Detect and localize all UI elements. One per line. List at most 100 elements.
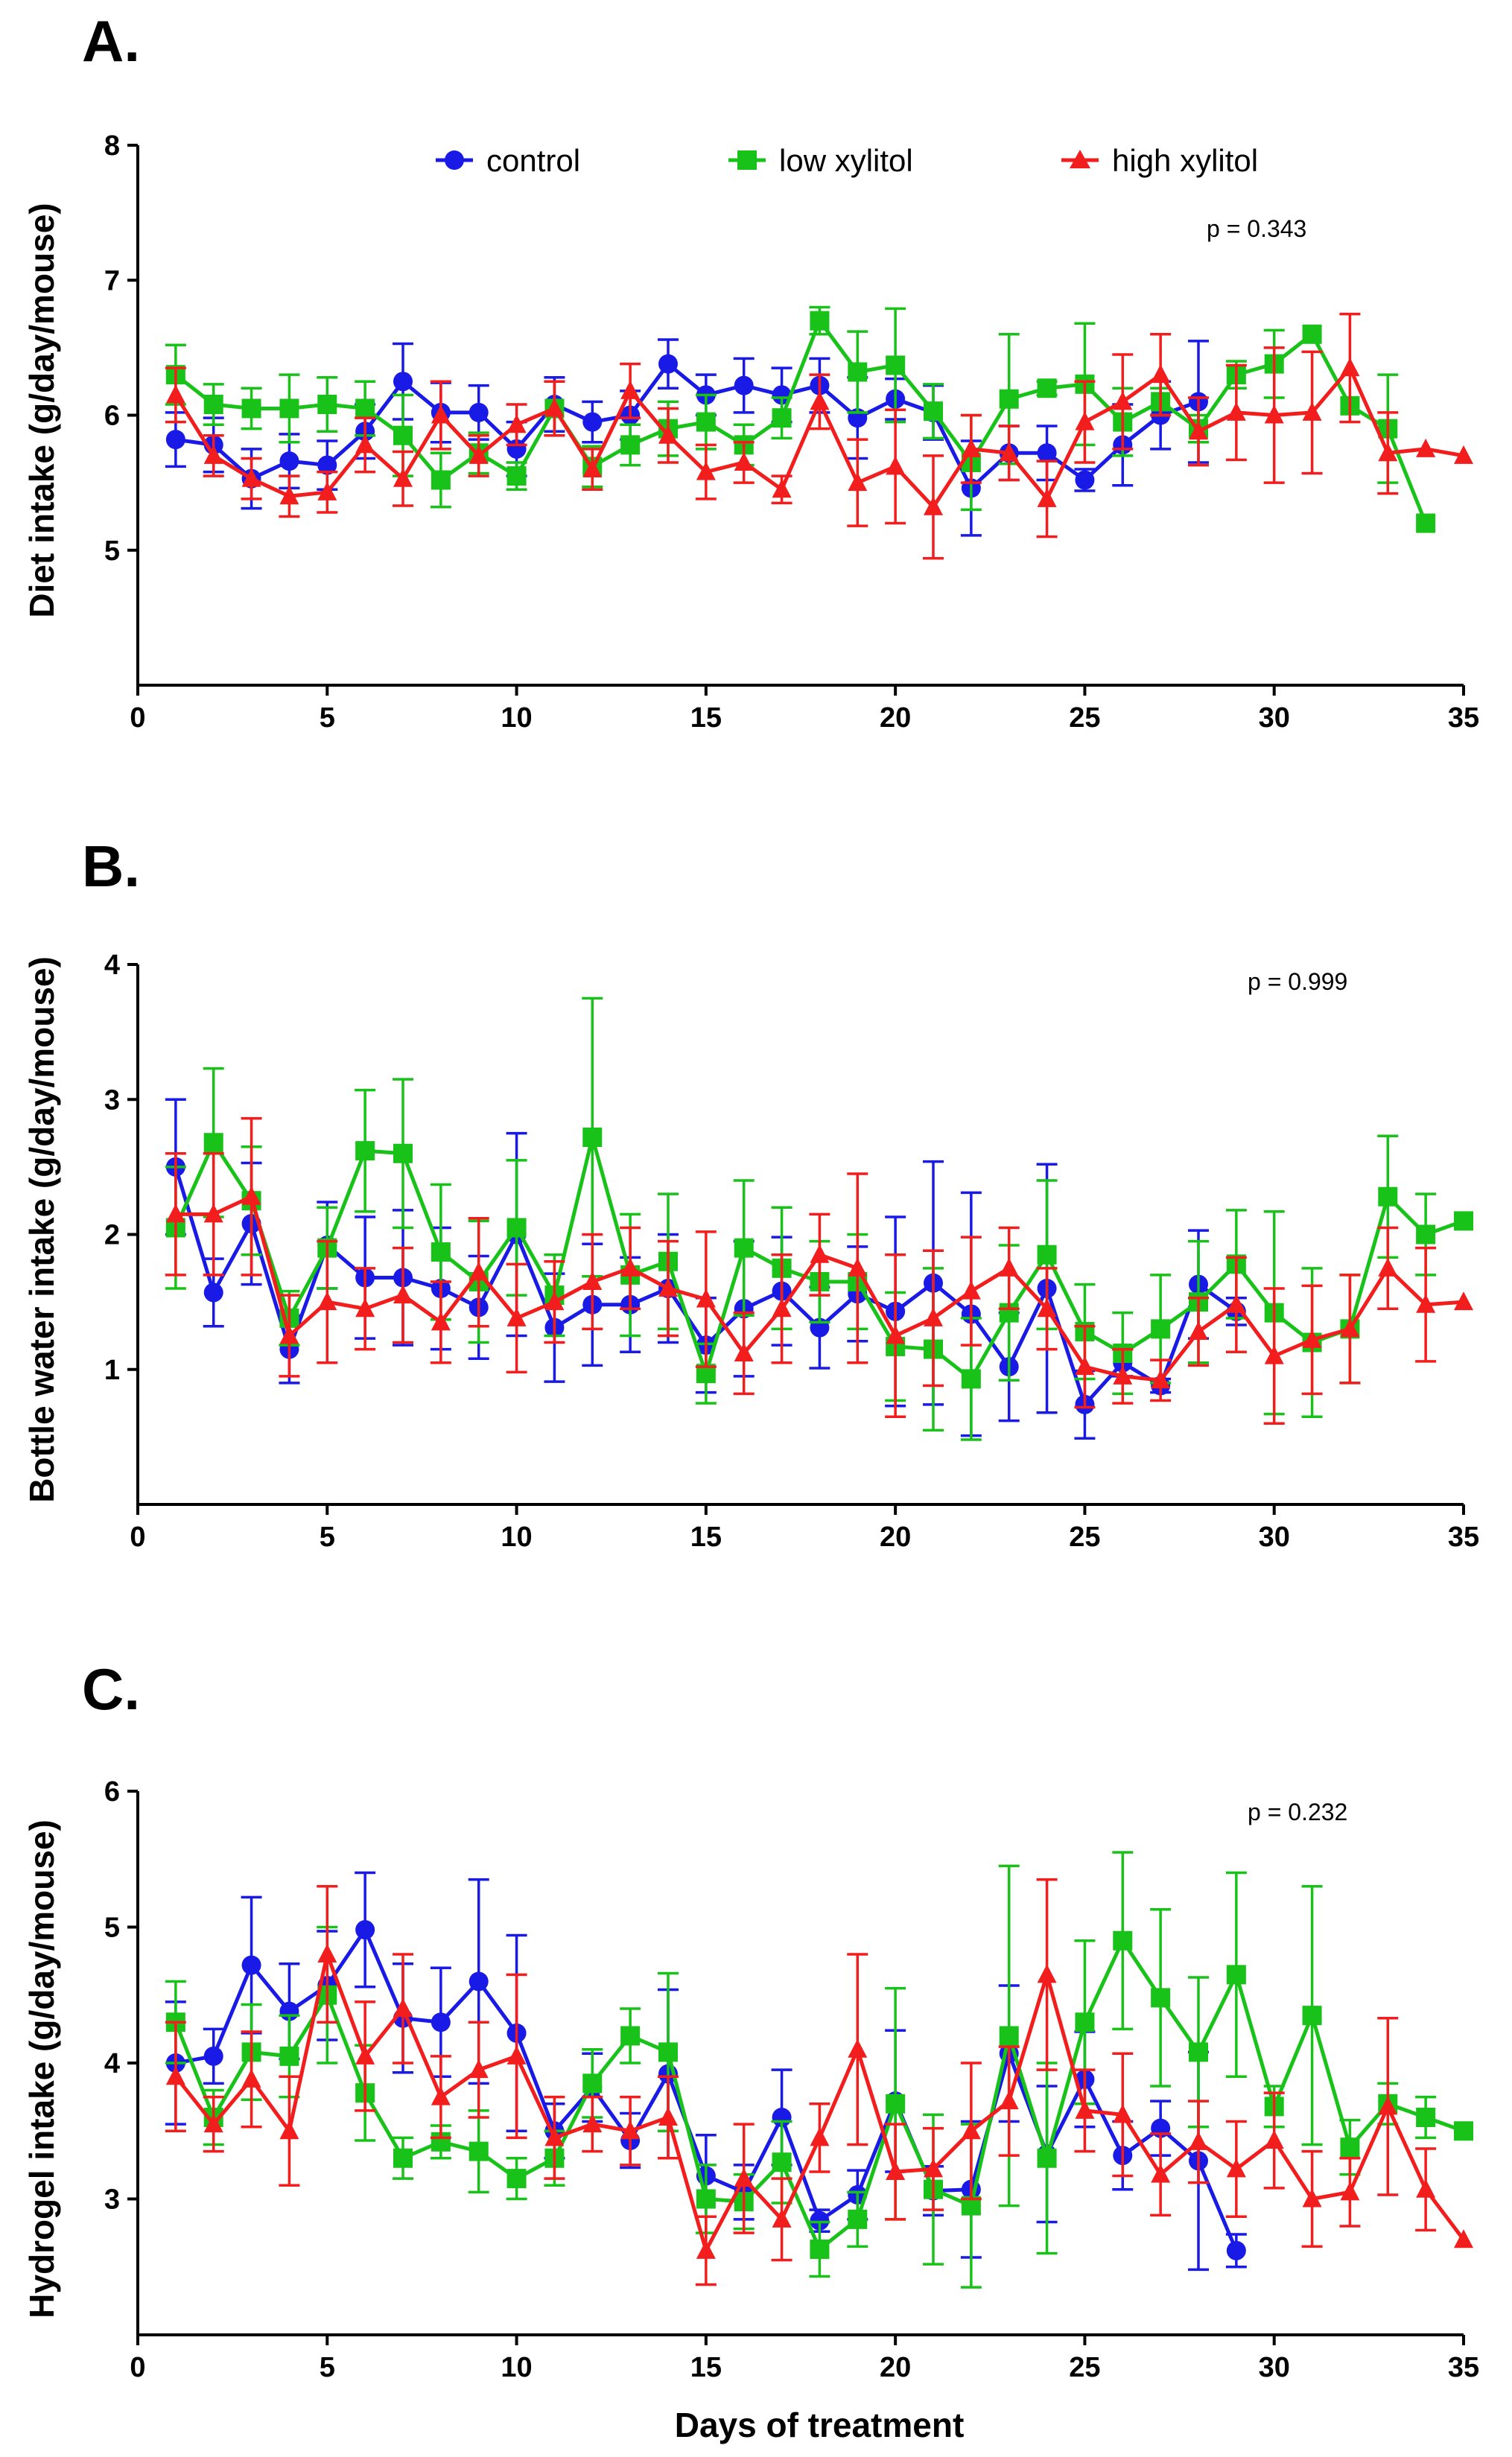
legend-item-high-xylitol: high xylitol: [1061, 143, 1258, 178]
data-point: [431, 1242, 451, 1262]
data-point: [1075, 470, 1095, 490]
legend-item-control: control: [436, 143, 580, 178]
x-tick-label: 5: [320, 1522, 335, 1553]
data-point: [1075, 1356, 1095, 1376]
x-tick-label: 20: [880, 1522, 911, 1553]
data-point: [468, 402, 489, 422]
data-point: [317, 481, 337, 500]
data-point: [582, 412, 603, 432]
data-point: [961, 2120, 981, 2140]
data-point: [1189, 2042, 1208, 2062]
x-tick-label: 15: [690, 2352, 722, 2383]
data-point: [810, 2210, 830, 2231]
data-point: [1264, 1345, 1284, 1364]
data-point: [1037, 443, 1057, 463]
data-point: [1416, 2108, 1436, 2127]
panel-label: A.: [82, 8, 140, 74]
data-point: [165, 430, 185, 450]
data-point: [1113, 391, 1133, 410]
data-point: [1037, 1245, 1057, 1265]
data-point: [1189, 421, 1208, 440]
data-point: [1113, 2104, 1133, 2123]
data-point: [393, 2148, 413, 2168]
data-point: [355, 2045, 375, 2065]
data-point: [393, 1998, 413, 2017]
data-point: [1454, 2121, 1473, 2141]
data-point: [355, 1298, 375, 1318]
x-tick-label: 10: [501, 702, 532, 734]
data-point: [1226, 1965, 1246, 1985]
data-point: [924, 496, 943, 515]
data-point: [810, 2240, 830, 2260]
x-tick-label: 5: [320, 702, 335, 734]
data-point: [620, 1257, 641, 1277]
data-point: [772, 408, 792, 428]
x-tick-label: 10: [501, 2352, 532, 2383]
data-point: [810, 311, 830, 331]
data-point: [1226, 401, 1246, 421]
data-point: [924, 1307, 943, 1326]
data-point: [393, 1285, 413, 1304]
data-point: [772, 2208, 792, 2228]
x-tick-label: 25: [1069, 1522, 1100, 1553]
data-point: [1189, 1321, 1208, 1340]
data-point: [279, 451, 299, 471]
data-point: [241, 398, 261, 419]
data-point: [506, 466, 527, 486]
data-point: [1037, 1964, 1057, 1983]
data-point: [658, 354, 678, 374]
data-point: [1416, 513, 1436, 533]
data-point: [1416, 1294, 1436, 1313]
data-point: [1075, 411, 1095, 430]
data-point: [772, 479, 792, 498]
data-point: [999, 442, 1019, 462]
data-point: [734, 451, 754, 471]
data-point: [1340, 2181, 1360, 2201]
data-point: [1037, 2148, 1057, 2168]
x-tick-label: 30: [1259, 2352, 1290, 2383]
legend-marker-high-xylitol: [1070, 150, 1090, 168]
x-tick-label: 35: [1448, 1522, 1479, 1553]
data-point: [810, 2127, 830, 2146]
legend-label-control: control: [486, 143, 580, 178]
data-point: [203, 1282, 223, 1303]
x-tick-label: 15: [690, 1522, 722, 1553]
data-point: [961, 1280, 981, 1300]
data-point: [810, 391, 830, 410]
data-point: [317, 1291, 337, 1311]
data-point: [734, 1238, 754, 1258]
x-tick-label: 15: [690, 702, 722, 734]
data-point: [468, 1971, 489, 1992]
data-point: [1302, 2188, 1322, 2208]
data-point: [924, 401, 943, 422]
data-point: [1454, 2229, 1473, 2248]
data-point: [1340, 2137, 1360, 2158]
y-tick-label: 6: [104, 401, 120, 432]
x-tick-label: 0: [130, 702, 145, 734]
legend-marker-control: [445, 150, 464, 170]
data-point: [620, 2120, 641, 2140]
data-point: [848, 1257, 868, 1277]
data-point: [1454, 1211, 1473, 1231]
data-point: [241, 1955, 261, 1975]
x-tick-label: 25: [1069, 2352, 1100, 2383]
p-value: p = 0.343: [1207, 215, 1306, 242]
data-point: [582, 459, 603, 477]
data-point: [924, 2158, 943, 2178]
data-point: [772, 385, 792, 405]
data-point: [1151, 1319, 1171, 1339]
y-tick-label: 5: [104, 535, 120, 567]
data-point: [279, 398, 299, 419]
data-point: [582, 1128, 603, 1147]
panel-label: B.: [82, 833, 140, 899]
x-tick-label: 30: [1259, 702, 1290, 734]
data-point: [165, 1204, 185, 1223]
data-point: [886, 2161, 906, 2180]
data-point: [772, 1298, 792, 1318]
data-point: [1378, 442, 1398, 462]
series-line: [174, 319, 1428, 524]
y-tick-label: 4: [104, 2048, 120, 2079]
data-point: [279, 2046, 299, 2066]
data-point: [696, 461, 716, 480]
panel-label: C.: [82, 1656, 140, 1722]
